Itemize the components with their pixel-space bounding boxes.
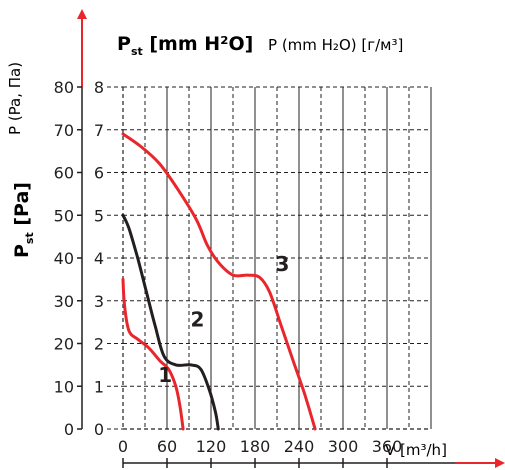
tick-labels: 0 010 120 230 340 450 560 670 780 80 60 120 180 240 30… [54,78,403,456]
y-tick-label-pa: 80 [54,78,74,97]
y-tick-label-pa: 70 [54,121,74,140]
x-tick-label: 120 [196,437,227,456]
y-tick-label-pa: 10 [54,377,74,396]
y-tick-label-mm: 8 [94,78,104,97]
y-tick-label-mm: 6 [94,164,104,183]
x-tick-label: 60 [157,437,177,456]
x-axis-label: V [m³/h] [385,441,447,459]
curve-label-2: 2 [190,307,204,331]
curve-labels: 1 2 3 [158,252,289,387]
axes [77,9,505,468]
y-axis-label-alt: P (Pa, Па) [6,62,24,135]
y-tick-label-mm: 2 [94,335,104,354]
y-tick-label-mm: 3 [94,292,104,311]
x-tick-label: 180 [240,437,271,456]
x-tick-label: 240 [284,437,315,456]
y-tick-label-pa: 40 [54,249,74,268]
performance-curves [121,132,317,431]
title-right: P (mm H₂O) [г/м³] [268,36,403,54]
x-tick-label: 300 [328,437,359,456]
title-left: Pst [mm H²O] [117,33,253,58]
curve-label-3: 3 [276,252,290,276]
x-tick-label: 360 [372,437,403,456]
y-tick-label-mm: 1 [94,377,104,396]
y-tick-label-pa: 60 [54,164,74,183]
x-tick-label: 0 [118,437,128,456]
curve-1 [121,277,185,431]
y-tick-label-pa: 30 [54,292,74,311]
y-axis-label-pa: Pst [Pa] [11,182,36,258]
curve-label-1: 1 [158,363,172,387]
y-tick-label-pa: 50 [54,206,74,225]
y-tick-label-pa: 20 [54,335,74,354]
curve-2 [121,213,220,431]
y-tick-label-pa: 0 [64,420,74,439]
y-tick-label-mm: 4 [94,249,104,268]
curve-3 [121,132,317,431]
grid-lines [123,86,432,429]
y-tick-label-mm: 0 [94,420,104,439]
y-tick-label-mm: 7 [94,121,104,140]
y-tick-label-mm: 5 [94,206,104,225]
